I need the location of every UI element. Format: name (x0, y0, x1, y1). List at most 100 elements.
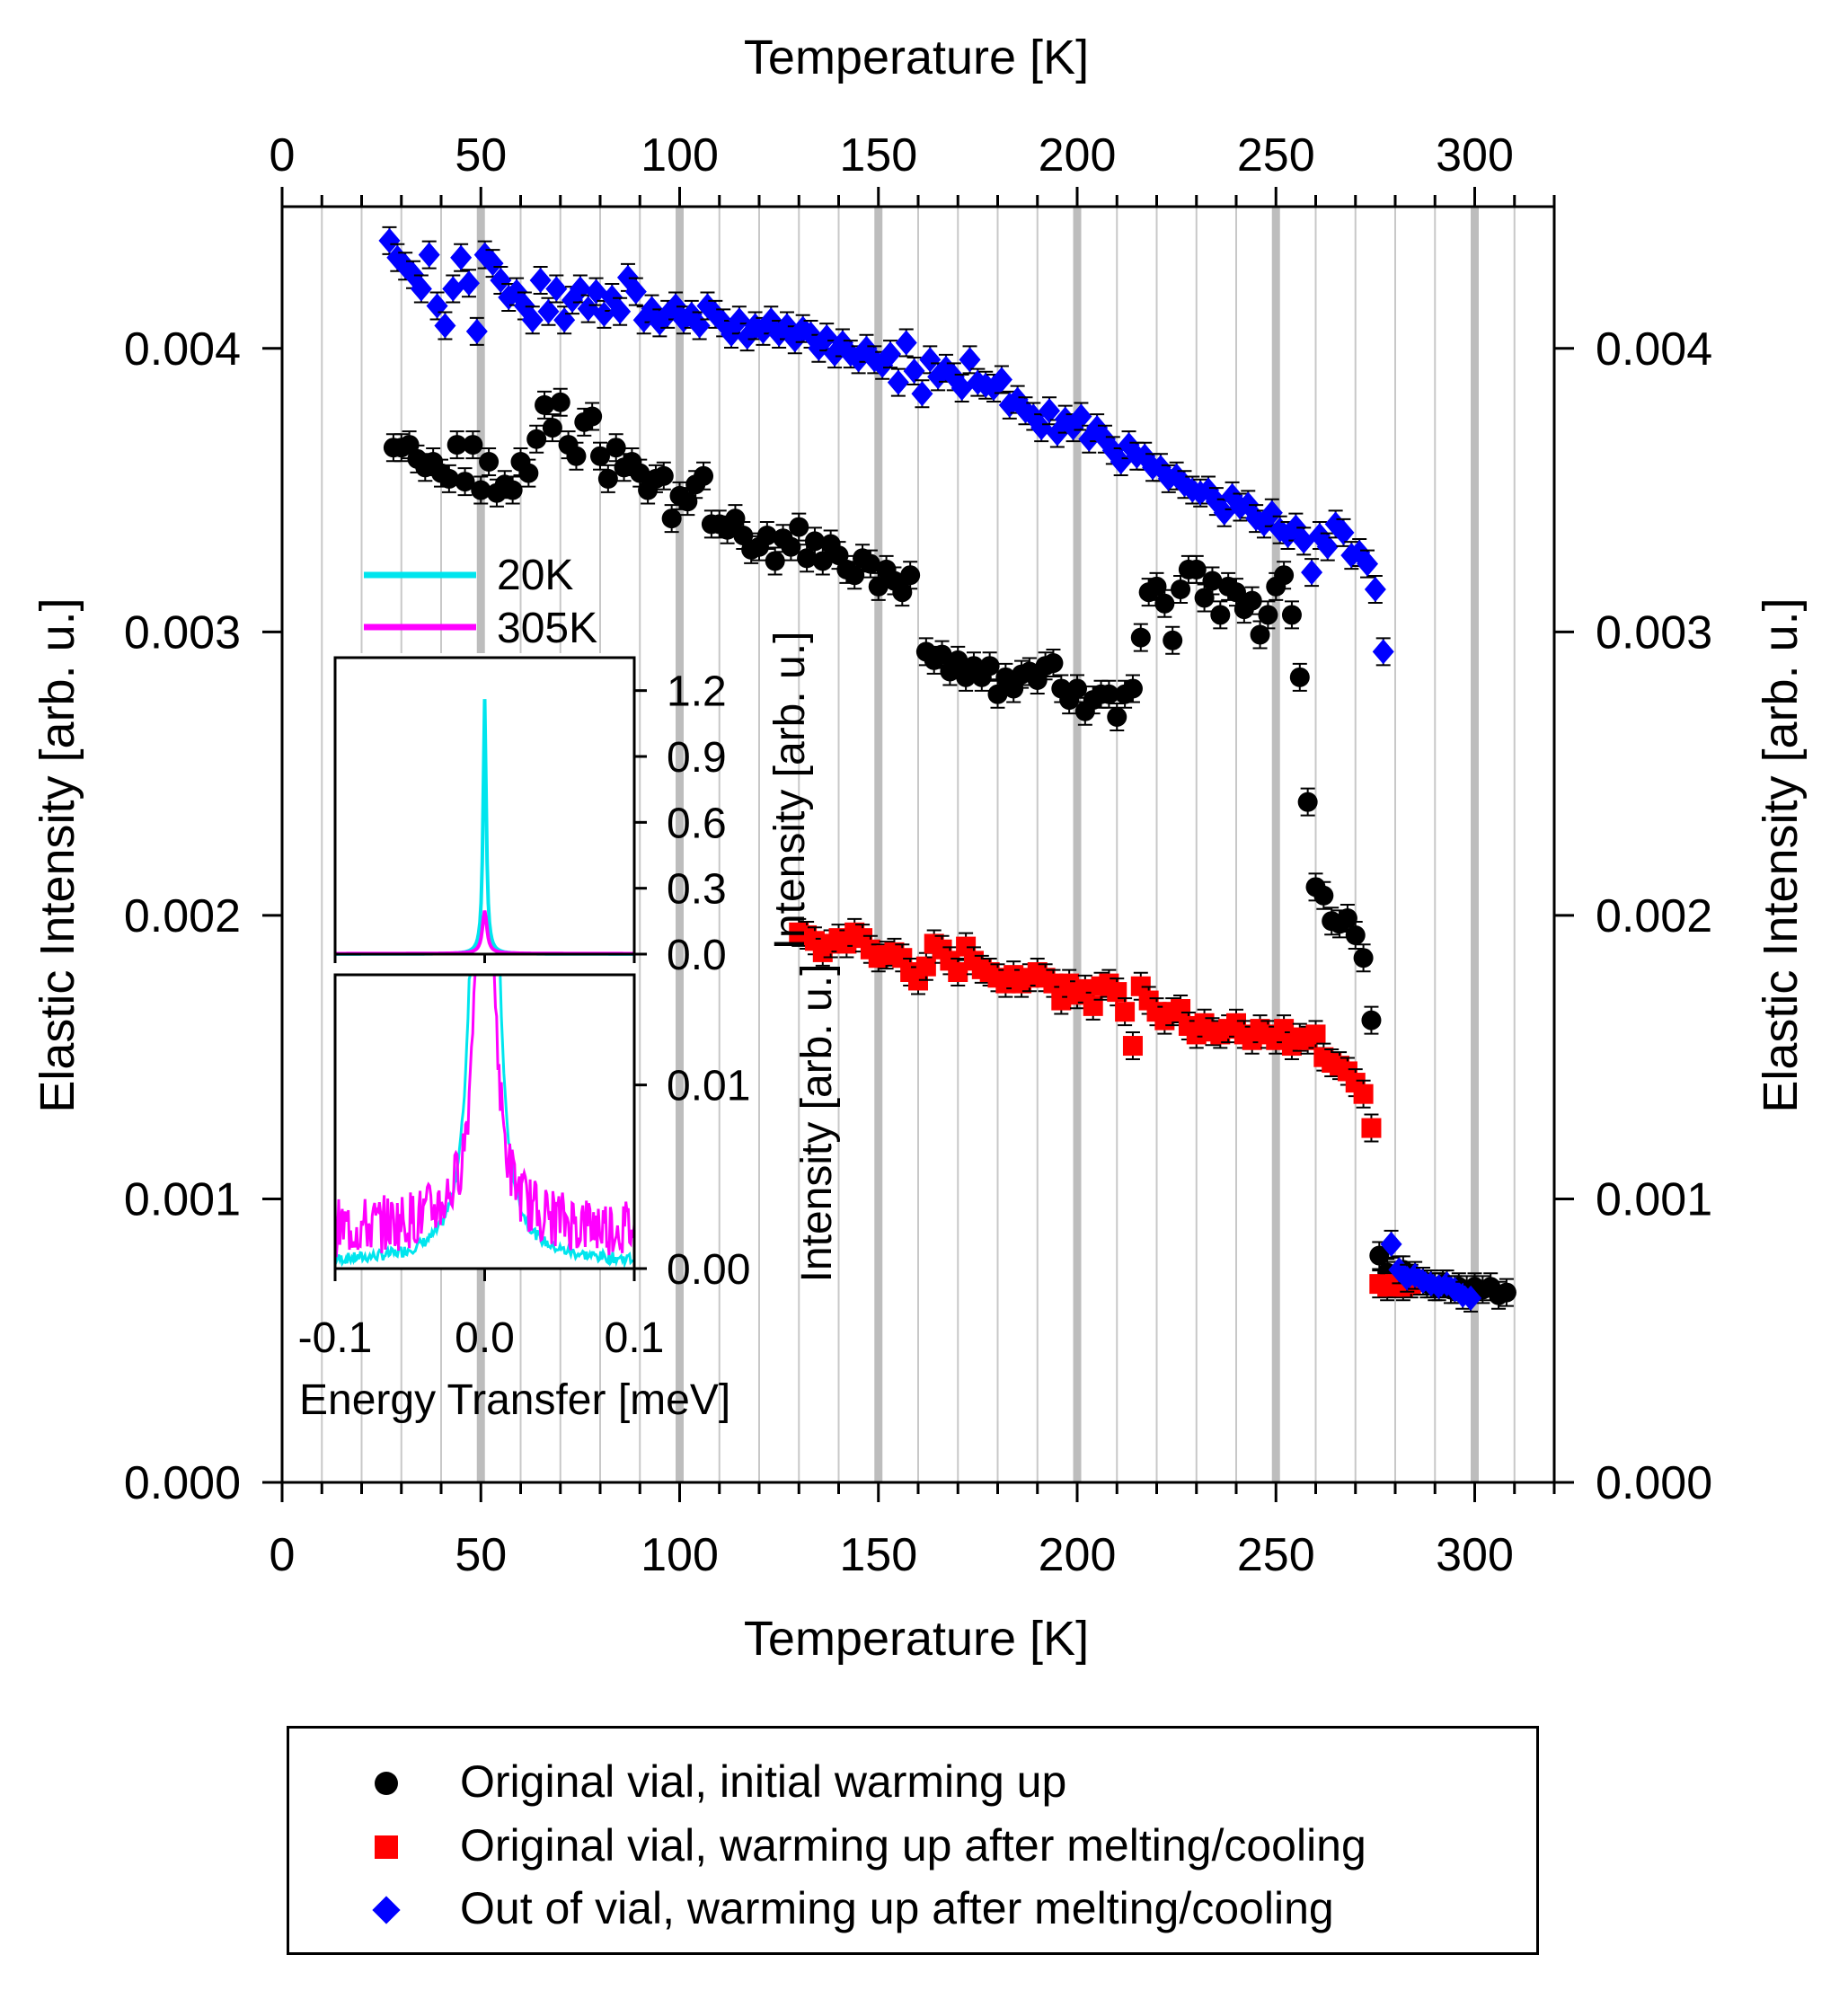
circle-point (582, 406, 603, 427)
inset-x-tick-label: -0.1 (298, 1314, 373, 1362)
data-series (789, 917, 1421, 1302)
square-marker-icon (375, 1835, 398, 1859)
axis-ticks (262, 187, 1574, 1502)
diamond-point (887, 369, 909, 395)
y-tick-label-right: 0.002 (1596, 890, 1712, 942)
circle-point (765, 551, 785, 571)
circle-point (987, 684, 1008, 704)
y-tick-label-right: 0.001 (1596, 1173, 1712, 1225)
diamond-point (465, 318, 488, 344)
circle-point (1250, 624, 1270, 645)
circle-point (1258, 605, 1278, 625)
diamond-point (521, 307, 544, 333)
circle-point (1146, 576, 1167, 597)
diamond-point (450, 244, 473, 270)
inset-x-tick-label: 0.1 (605, 1314, 665, 1362)
legend-item: Out of vial, warming up after melting/co… (289, 1879, 1536, 1941)
circle-point (463, 435, 483, 455)
inset-x-title: Energy Transfer [meV] (299, 1376, 730, 1424)
square-point (1043, 973, 1064, 994)
diamond-point (959, 347, 981, 373)
circle-point (1226, 582, 1246, 603)
circle-point (979, 656, 1000, 677)
x-tick-label-top: 0 (270, 129, 296, 181)
circle-point (1171, 579, 1191, 599)
axis-tick-labels: 0050501001001501502002002502503003000.00… (124, 129, 1712, 1581)
x-tick-label-bottom: 150 (839, 1529, 917, 1581)
x-tick-label-top: 300 (1436, 129, 1514, 181)
diamond-point (378, 227, 401, 253)
circle-point (1369, 1245, 1390, 1266)
circle-point (566, 446, 587, 466)
circle-point (1163, 630, 1183, 650)
circle-point (1186, 559, 1207, 579)
inset-plot: 1.2 0.9 0.6 0.3 0.0 0.01 0.00 -0.1 0.0 0.1 (298, 571, 750, 1362)
inset-bottom-y-tick-label: 0.01 (667, 1063, 750, 1110)
legend-label: Out of vial, warming up after melting/co… (460, 1883, 1334, 1933)
circle-point (1043, 653, 1064, 674)
circle-point (1297, 792, 1318, 812)
inset-top-y-tick-label: 0.6 (667, 800, 727, 847)
data-series (383, 387, 1516, 1310)
diamond-point (418, 242, 440, 268)
diamond-point (1101, 438, 1124, 464)
square-point (1115, 1002, 1136, 1022)
circle-point (1353, 948, 1374, 968)
diamond-point (482, 251, 504, 277)
diamond-point (1110, 449, 1132, 474)
inset-top-y-tick-label: 1.2 (667, 668, 727, 716)
diamond-point (1332, 519, 1355, 545)
inset-top-y-title: Intensity [arb. u.] (766, 632, 814, 951)
circle-point (597, 468, 618, 489)
circle-point (630, 463, 650, 483)
circle-point (606, 438, 626, 458)
x-axis-title-top: Temperature [K] (744, 31, 1089, 84)
square-point (1083, 995, 1103, 1016)
diamond-point (585, 279, 607, 305)
square-point (915, 956, 936, 977)
diamond-point (1364, 577, 1386, 602)
diamond-marker-icon (372, 1896, 401, 1924)
circle-point (479, 452, 500, 472)
circle-point (932, 644, 952, 665)
circle-point (1242, 590, 1262, 611)
circle-marker-icon (375, 1772, 398, 1795)
circle-point (1337, 908, 1357, 929)
legend-item: Original vial, initial warming up (289, 1752, 1536, 1815)
diamond-point (537, 298, 560, 324)
x-axis-title-bottom: Temperature [K] (744, 1612, 1089, 1666)
circle-point (542, 418, 562, 438)
circle-point (1154, 593, 1175, 614)
circle-point (900, 565, 921, 586)
square-point (948, 962, 968, 982)
diamond-point (1293, 528, 1315, 554)
legend: Original vial, initial warming up Origin… (287, 1726, 1539, 1955)
circle-point (471, 480, 491, 500)
diamond-point (1039, 398, 1061, 424)
inset-top-y-tick-label: 0.0 (667, 932, 727, 979)
x-tick-label-top: 100 (641, 129, 719, 181)
circle-point (526, 429, 547, 449)
circle-point (1194, 588, 1215, 608)
legend-label: Original vial, warming up after melting/… (460, 1820, 1366, 1871)
circle-point (1099, 684, 1119, 704)
square-point (1353, 1083, 1374, 1104)
diamond-point (911, 381, 933, 407)
x-tick-label-bottom: 50 (455, 1529, 507, 1581)
x-tick-label-top: 200 (1039, 129, 1117, 181)
circle-point (535, 394, 555, 415)
circle-point (590, 446, 610, 466)
circle-point (1107, 707, 1127, 727)
diamond-point (1070, 403, 1092, 429)
data-series (378, 226, 1482, 1313)
circle-point (550, 392, 570, 412)
diamond-point (545, 276, 568, 302)
x-tick-label-top: 250 (1237, 129, 1315, 181)
circle-point (455, 472, 475, 492)
diamond-point (577, 296, 599, 322)
diamond-point (1357, 551, 1379, 577)
diamond-point (1260, 500, 1283, 526)
diamond-point (880, 341, 902, 367)
circle-point (948, 650, 968, 670)
data-points (378, 226, 1516, 1313)
